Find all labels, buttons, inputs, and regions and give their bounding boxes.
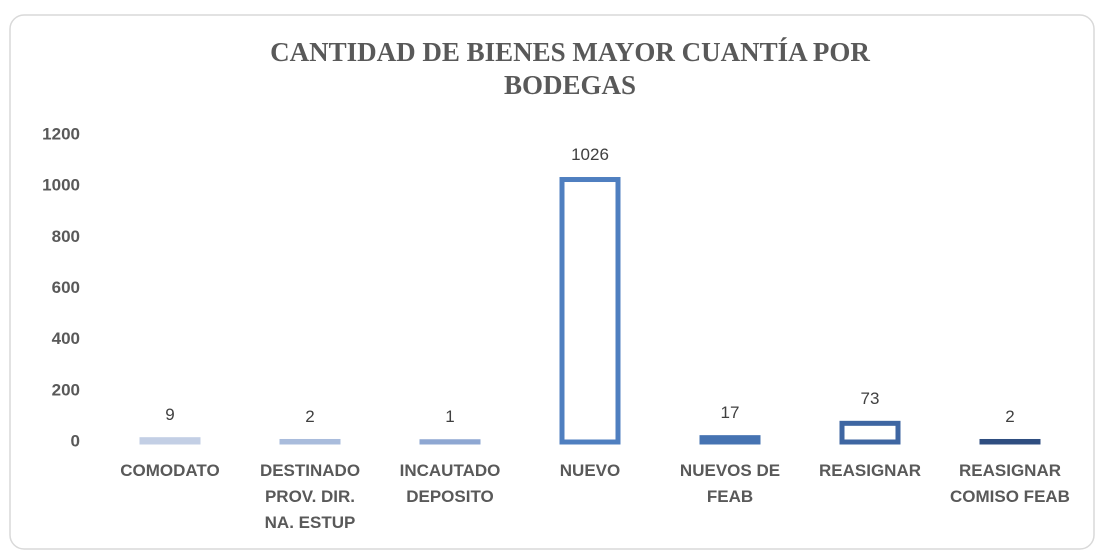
- x-tick-label: INCAUTADO DEPOSITO: [400, 461, 501, 506]
- y-tick-label: 1000: [42, 176, 80, 195]
- data-label: 17: [721, 403, 740, 422]
- y-tick-label: 0: [71, 431, 80, 450]
- data-label: 1: [445, 407, 454, 426]
- data-label: 2: [1005, 407, 1014, 426]
- y-tick-label: 600: [52, 278, 80, 297]
- data-label: 73: [861, 389, 880, 408]
- chart-border: [9, 14, 1095, 550]
- x-tick-label: REASIGNAR: [819, 461, 921, 480]
- x-tick-label: COMODATO: [120, 461, 219, 480]
- bar: [559, 177, 621, 445]
- y-tick-label: 1200: [42, 124, 80, 143]
- bar: [979, 438, 1041, 445]
- bar: [279, 438, 341, 445]
- y-tick-label: 200: [52, 380, 80, 399]
- x-tick-label: REASIGNAR COMISO FEAB: [950, 461, 1070, 506]
- bar: [839, 420, 901, 445]
- data-label: 2: [305, 407, 314, 426]
- y-tick-label: 400: [52, 329, 80, 348]
- data-label: 9: [165, 405, 174, 424]
- x-tick-label: DESTINADO PROV. DIR. NA. ESTUP: [260, 461, 360, 532]
- y-tick-label: 800: [52, 227, 80, 246]
- x-tick-label: NUEVO: [560, 461, 620, 480]
- x-tick-label: NUEVOS DE FEAB: [680, 461, 780, 506]
- data-label: 1026: [571, 145, 609, 164]
- bar: [139, 437, 201, 445]
- bar: [699, 435, 761, 445]
- chart-title: CANTIDAD DE BIENES MAYOR CUANTÍA POR BODE…: [270, 37, 870, 100]
